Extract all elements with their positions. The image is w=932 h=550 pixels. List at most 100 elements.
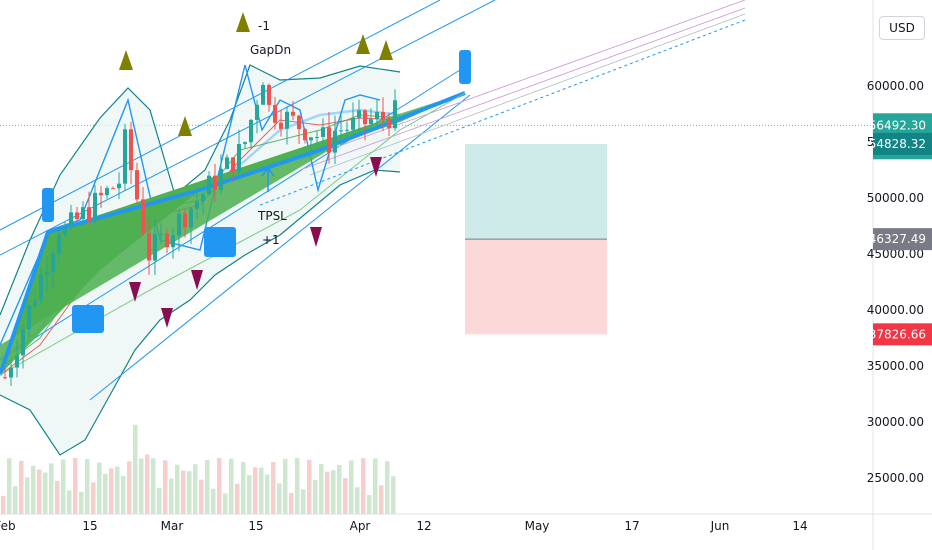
volume-bar (97, 462, 102, 514)
tpsl-count-label: +1 (262, 233, 280, 247)
take-profit-zone[interactable] (465, 143, 607, 240)
candle-body (177, 213, 181, 236)
channel-upper-line (0, 0, 441, 231)
volume-bar (91, 482, 96, 514)
long-position-tool[interactable] (465, 143, 607, 335)
signal-markers (42, 12, 471, 333)
currency-selector[interactable]: USD (879, 16, 925, 40)
buy-signal-marker (178, 116, 192, 136)
candle-body (327, 127, 331, 153)
candle-body (51, 253, 55, 273)
volume-bar (133, 424, 138, 514)
volume-bar (277, 483, 282, 514)
volume-bar (271, 462, 276, 514)
candle-body (309, 137, 313, 141)
candle-body (339, 130, 343, 132)
candle-body (129, 129, 133, 171)
candle-body (171, 235, 175, 248)
sell-signal-marker (310, 227, 322, 247)
candle-body (111, 188, 115, 190)
volume-bar (331, 470, 336, 514)
last-price-label: 56492.30 (869, 118, 926, 132)
volume-bar (283, 458, 288, 514)
time-axis[interactable]: Feb 15 Mar 15 Apr 12 May 17 Jun 14 (0, 519, 808, 533)
candle-body (3, 377, 7, 379)
sell-signal-marker (161, 308, 173, 328)
volume-bar (355, 487, 360, 514)
sell-signal-marker (191, 270, 203, 290)
wedge-body (0, 93, 465, 375)
entry-price-label: 46327.49 (869, 232, 926, 246)
time-tick-label: Jun (710, 519, 730, 533)
volume-bar (127, 461, 132, 514)
candle-body (201, 194, 205, 202)
candle-body (369, 119, 373, 125)
volume-bar (373, 458, 378, 514)
volume-bar (121, 475, 126, 514)
candlestick-series (3, 82, 397, 386)
candle-body (279, 122, 283, 129)
volume-bar (367, 494, 372, 514)
time-tick-label: May (525, 519, 550, 533)
volume-bar (151, 458, 156, 514)
volume-bar (139, 458, 144, 514)
volume-bar (49, 463, 54, 514)
candle-body (273, 104, 277, 123)
volume-bar (223, 493, 228, 514)
volume-bar (157, 487, 162, 514)
candle-body (381, 112, 385, 119)
tpsl-arrow-icon (261, 166, 275, 192)
time-tick-label: 15 (248, 519, 263, 533)
volume-bar (241, 461, 246, 514)
candle-body (69, 212, 73, 227)
volume-bar (295, 458, 300, 514)
buy-signal-marker (356, 34, 370, 54)
candle-body (39, 274, 43, 301)
volume-bar (307, 459, 312, 514)
volume-bar (253, 467, 258, 514)
candle-body (207, 175, 211, 195)
candle-body (9, 367, 13, 378)
candle-body (345, 129, 349, 131)
candle-body (45, 272, 49, 275)
volume-bar (31, 465, 36, 514)
volume-bar (55, 480, 60, 514)
candle-body (183, 213, 187, 228)
candle-body (375, 112, 379, 120)
price-tick-label: 35000.00 (867, 359, 924, 373)
candle-body (117, 183, 121, 189)
volume-bar (259, 467, 264, 514)
stop-loss-zone[interactable] (465, 239, 607, 335)
price-tick-label: 60000.00 (867, 79, 924, 93)
candle-body (75, 212, 79, 220)
volume-bar (313, 479, 318, 514)
volume-bar (163, 460, 168, 514)
candle-body (363, 110, 367, 125)
volume-bar (325, 471, 330, 514)
time-tick-label: 17 (624, 519, 639, 533)
take-profit-price-label: 54828.32 (869, 137, 926, 151)
price-axis[interactable]: 60000.0055000.0050000.0045000.0040000.00… (867, 23, 924, 485)
entry-price-label-bg (873, 228, 932, 251)
volume-bar (103, 473, 108, 514)
pattern-badge (204, 227, 236, 257)
candle-body (159, 233, 163, 235)
volume-bar (19, 460, 24, 514)
chart-annotations: -1 GapDn TPSL +1 (250, 19, 291, 247)
candle-body (93, 192, 97, 221)
price-tick-label: 25000.00 (867, 471, 924, 485)
candle-body (147, 233, 151, 261)
volume-bar (361, 458, 366, 514)
candle-body (237, 143, 241, 172)
volume-bar (109, 468, 114, 514)
time-tick-label: Apr (350, 519, 371, 533)
volume-bar (193, 464, 198, 514)
volume-bar (181, 470, 186, 514)
volume-bar (1, 496, 6, 514)
tpsl-label: TPSL (257, 209, 287, 223)
sell-signal-marker (370, 157, 382, 177)
candle-body (21, 329, 25, 356)
volume-bar (187, 471, 192, 514)
candle-body (81, 207, 85, 220)
